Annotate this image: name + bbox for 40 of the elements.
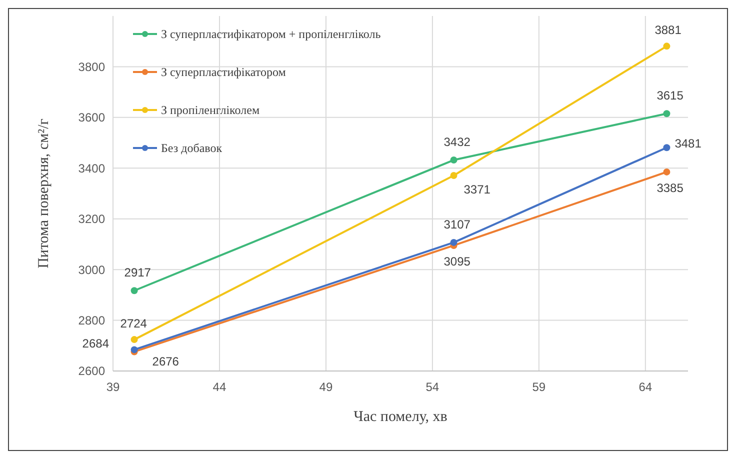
data-label: 3371 xyxy=(464,182,491,196)
data-label: 3107 xyxy=(444,217,471,232)
data-label: 3481 xyxy=(674,136,702,151)
x-tick-label: 49 xyxy=(319,380,333,394)
data-label: 3095 xyxy=(444,254,471,268)
legend-label: З суперпластифікатором + пропіленгліколь xyxy=(161,27,382,42)
y-tick-label: 3200 xyxy=(78,212,106,226)
point xyxy=(130,287,138,294)
x-tick-label: 54 xyxy=(426,380,440,394)
data-label: 2676 xyxy=(152,354,180,369)
data-label: 3615 xyxy=(656,88,684,103)
legend-label: З пропіленгліколем xyxy=(161,103,260,118)
x-tick-label: 44 xyxy=(212,380,226,394)
point xyxy=(663,110,670,118)
point xyxy=(450,238,458,246)
data-label: 2917 xyxy=(124,266,152,280)
data-label: 3385 xyxy=(656,180,684,195)
point xyxy=(450,156,458,164)
y-tick-label: 2800 xyxy=(78,313,106,328)
legend-label: З суперпластифікатором xyxy=(161,65,286,80)
x-tick-label: 59 xyxy=(532,380,546,394)
point xyxy=(663,42,670,50)
legend-label: Без добавок xyxy=(161,141,222,156)
x-axis-title: Час помелу, хв xyxy=(354,409,448,425)
y-tick-label: 3600 xyxy=(78,110,106,125)
x-tick-label: 64 xyxy=(638,380,652,394)
point xyxy=(663,144,670,152)
x-tick-label: 39 xyxy=(106,380,120,394)
y-tick-label: 3800 xyxy=(78,60,106,74)
point xyxy=(130,336,138,344)
point xyxy=(663,168,670,176)
point xyxy=(450,172,458,179)
y-tick-label: 3000 xyxy=(78,262,106,277)
y-axis-title: Питома поверхня, см²/г xyxy=(36,118,52,268)
data-label: 2724 xyxy=(120,316,148,331)
y-tick-label: 3400 xyxy=(78,161,106,176)
data-label: 2684 xyxy=(82,336,110,351)
data-label: 3432 xyxy=(444,135,471,150)
y-tick-label: 2600 xyxy=(78,364,106,378)
data-label: 3881 xyxy=(654,23,682,38)
